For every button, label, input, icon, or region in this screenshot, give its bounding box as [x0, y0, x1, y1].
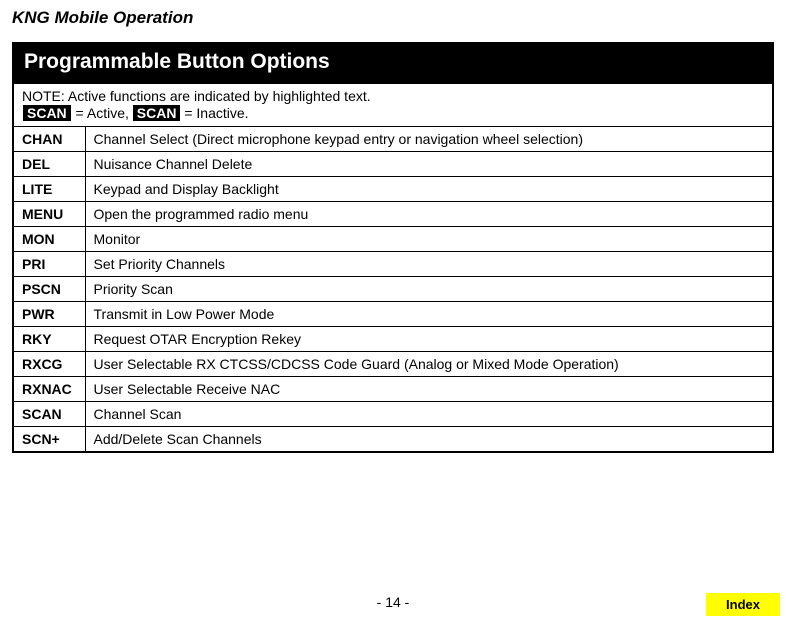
table-row: CHANChannel Select (Direct microphone ke…: [13, 127, 773, 152]
row-description: Priority Scan: [85, 277, 773, 302]
row-label: MON: [13, 227, 85, 252]
table-row: PSCNPriority Scan: [13, 277, 773, 302]
row-description: Set Priority Channels: [85, 252, 773, 277]
table-header-row: Programmable Button Options: [13, 43, 773, 84]
row-label: DEL: [13, 152, 85, 177]
inactive-label: = Inactive.: [180, 105, 248, 121]
index-badge[interactable]: Index: [706, 593, 780, 616]
table-row: MENUOpen the programmed radio menu: [13, 202, 773, 227]
row-description: User Selectable Receive NAC: [85, 377, 773, 402]
row-description: Channel Select (Direct microphone keypad…: [85, 127, 773, 152]
table-row: MONMonitor: [13, 227, 773, 252]
note-prefix: NOTE: Active functions are indicated by …: [22, 88, 371, 104]
table-header-cell: Programmable Button Options: [13, 43, 773, 84]
row-label: SCAN: [13, 402, 85, 427]
row-description: Nuisance Channel Delete: [85, 152, 773, 177]
row-label: RXNAC: [13, 377, 85, 402]
scan-inactive-badge: SCAN: [133, 105, 181, 121]
row-label: PWR: [13, 302, 85, 327]
row-description: Channel Scan: [85, 402, 773, 427]
table-row: PWRTransmit in Low Power Mode: [13, 302, 773, 327]
row-label: SCN+: [13, 427, 85, 453]
table-row: RXCGUser Selectable RX CTCSS/CDCSS Code …: [13, 352, 773, 377]
scan-active-badge: SCAN: [22, 104, 72, 122]
page-number: - 14 -: [0, 594, 786, 610]
active-label: = Active,: [72, 105, 133, 121]
options-table: Programmable Button Options NOTE: Active…: [12, 42, 774, 453]
note-cell: NOTE: Active functions are indicated by …: [13, 84, 773, 127]
row-description: Add/Delete Scan Channels: [85, 427, 773, 453]
table-row: SCN+Add/Delete Scan Channels: [13, 427, 773, 453]
row-label: CHAN: [13, 127, 85, 152]
row-description: Request OTAR Encryption Rekey: [85, 327, 773, 352]
row-label: RKY: [13, 327, 85, 352]
table-row: RKYRequest OTAR Encryption Rekey: [13, 327, 773, 352]
note-row: NOTE: Active functions are indicated by …: [13, 84, 773, 127]
row-label: MENU: [13, 202, 85, 227]
row-label: PRI: [13, 252, 85, 277]
table-row: LITEKeypad and Display Backlight: [13, 177, 773, 202]
table-row: RXNACUser Selectable Receive NAC: [13, 377, 773, 402]
table-row: PRISet Priority Channels: [13, 252, 773, 277]
row-description: Keypad and Display Backlight: [85, 177, 773, 202]
row-description: User Selectable RX CTCSS/CDCSS Code Guar…: [85, 352, 773, 377]
row-label: LITE: [13, 177, 85, 202]
row-description: Open the programmed radio menu: [85, 202, 773, 227]
table-row: DELNuisance Channel Delete: [13, 152, 773, 177]
row-label: PSCN: [13, 277, 85, 302]
table-row: SCANChannel Scan: [13, 402, 773, 427]
row-description: Transmit in Low Power Mode: [85, 302, 773, 327]
page-title: KNG Mobile Operation: [0, 0, 786, 32]
row-label: RXCG: [13, 352, 85, 377]
row-description: Monitor: [85, 227, 773, 252]
